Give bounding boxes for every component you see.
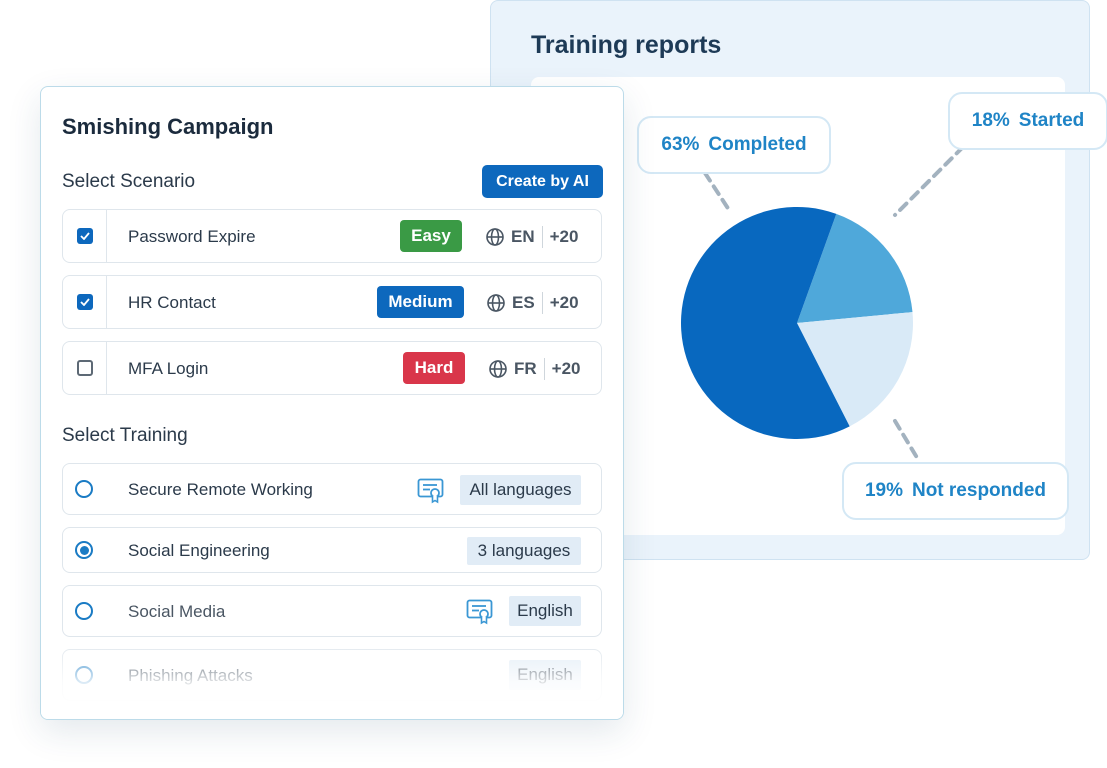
more-languages: +20 [549, 293, 579, 312]
started-leader-line [893, 145, 965, 217]
difficulty-badge: Easy [400, 220, 462, 252]
language-tag: 3 languages [467, 537, 581, 565]
training-row[interactable]: Social Media English [62, 585, 602, 637]
training-radio[interactable] [75, 480, 93, 498]
scenario-name: MFA Login [128, 359, 209, 378]
scenario-check-cell [63, 342, 107, 394]
training-reports-panel: Training reports 63% Completed 18% Start… [490, 0, 1107, 560]
scenario-check-cell [63, 210, 107, 262]
completed-percent: 63% [661, 134, 700, 155]
difficulty-badge: Hard [403, 352, 465, 384]
scenario-checkbox[interactable] [76, 228, 93, 244]
pie-chart [681, 145, 965, 463]
scenario-row[interactable]: HR Contact Medium ES +20 [62, 275, 602, 329]
certificate-icon [417, 478, 444, 504]
pie-slice-started [797, 213, 913, 323]
select-scenario-label: Select Scenario [62, 171, 196, 192]
scenario-name: HR Contact [128, 293, 216, 312]
certificate-icon [466, 599, 493, 625]
create-by-ai-button[interactable]: Create by AI [482, 165, 603, 198]
completed-label: Completed [708, 134, 807, 155]
not-responded-percent: 19% [864, 480, 903, 501]
pie-slice-completed [681, 207, 850, 439]
globe-icon [487, 294, 505, 312]
divider [543, 358, 545, 380]
more-languages: +20 [551, 359, 581, 378]
training-row[interactable]: Phishing Attacks English [62, 649, 602, 701]
campaign-title: Smishing Campaign [62, 114, 274, 139]
scenario-name: Password Expire [128, 227, 256, 246]
globe-icon [489, 360, 507, 378]
pie-slice-not-responded [797, 312, 913, 427]
scenario-row[interactable]: Password Expire Easy EN +20 [62, 209, 602, 263]
scenario-row[interactable]: MFA Login Hard FR +20 [62, 341, 602, 395]
training-name: Phishing Attacks [128, 666, 253, 685]
more-languages: +20 [549, 227, 579, 246]
scenario-languages: ES +20 [486, 292, 579, 314]
language-tag: All languages [460, 475, 581, 505]
started-callout: 18% Started [948, 92, 1107, 150]
language-code: EN [511, 227, 535, 246]
radio-selected-dot [79, 545, 89, 555]
globe-icon [486, 228, 504, 246]
check-icon [79, 232, 90, 240]
scenario-check-cell [63, 276, 107, 328]
training-row[interactable]: Secure Remote Working All languages [62, 463, 602, 515]
started-percent: 18% [971, 110, 1010, 131]
difficulty-badge: Medium [377, 286, 464, 318]
reports-title: Training reports [531, 31, 722, 59]
language-code: FR [514, 359, 537, 378]
scenario-checkbox[interactable] [76, 360, 93, 376]
smishing-campaign-card: Smishing Campaign Select Scenario Create… [40, 86, 624, 720]
training-name: Social Media [128, 602, 226, 621]
scenario-languages: EN +20 [485, 226, 578, 248]
language-code: ES [512, 293, 535, 312]
training-name: Secure Remote Working [128, 480, 313, 499]
scenario-checkbox[interactable] [76, 294, 93, 310]
scenario-languages: FR +20 [488, 358, 581, 380]
check-icon [79, 298, 90, 306]
divider [541, 226, 543, 248]
completed-leader-line [703, 171, 733, 215]
completed-callout: 63% Completed [637, 116, 831, 174]
divider [541, 292, 543, 314]
not-responded-leader-line [893, 419, 921, 463]
language-tag: English [509, 596, 581, 626]
training-radio[interactable] [75, 602, 93, 620]
not-responded-callout: 19% Not responded [842, 462, 1069, 520]
training-radio[interactable] [75, 666, 93, 684]
training-row[interactable]: Social Engineering 3 languages [62, 527, 602, 573]
not-responded-label: Not responded [911, 480, 1047, 501]
started-label: Started [1018, 110, 1085, 131]
training-name: Social Engineering [128, 541, 270, 560]
select-training-label: Select Training [62, 425, 188, 446]
training-radio[interactable] [75, 541, 93, 559]
language-tag: English [509, 660, 581, 690]
